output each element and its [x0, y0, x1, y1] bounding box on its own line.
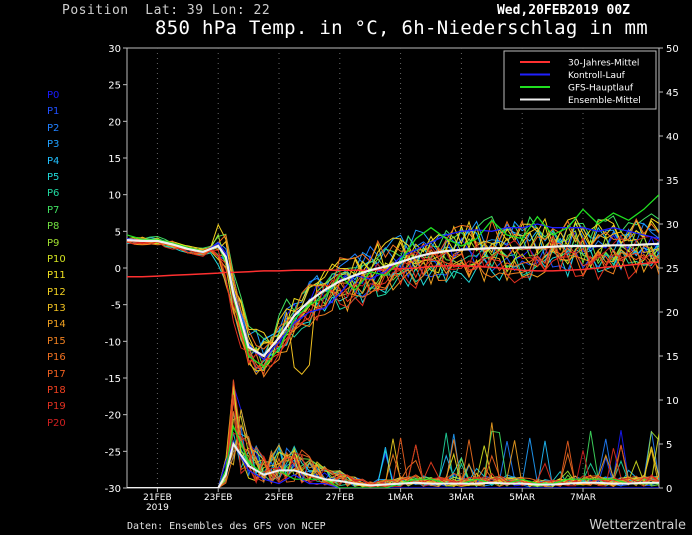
run-datetime: Wed,20FEB2019 00Z — [496, 3, 630, 18]
y-left-tick-label: -20 — [105, 411, 121, 422]
member-label-p19: P19 — [47, 401, 66, 413]
position-header: Position Lat: 39 Lon: 22 — [62, 3, 270, 18]
y-left-tick-label: 25 — [108, 81, 121, 92]
x-tick-label: 7MAR — [570, 493, 596, 503]
chart-title: 850 hPa Temp. in °C, 6h-Niederschlag in … — [155, 17, 649, 39]
climate-mean-line — [127, 261, 659, 278]
legend-entry: Ensemble-Mittel — [568, 96, 641, 106]
y-left-tick-label: -10 — [105, 337, 121, 348]
temp-line-p20 — [127, 233, 659, 364]
member-label-p6: P6 — [47, 188, 60, 200]
member-label-p9: P9 — [47, 237, 60, 249]
y-left-tick-label: -25 — [105, 447, 121, 458]
y-left-tick-label: 15 — [108, 154, 121, 165]
ensemble-mean-precip-line — [127, 441, 659, 488]
y-right-tick-label: 5 — [666, 440, 672, 451]
member-label-p18: P18 — [47, 385, 66, 397]
data-source-note: Daten: Ensembles des GFS von NCEP — [127, 521, 326, 532]
y-right-tick-label: 0 — [666, 484, 672, 495]
y-right-tick-label: 20 — [666, 308, 679, 319]
member-label-p4: P4 — [47, 155, 60, 167]
temp-line-p19 — [127, 241, 659, 370]
temp-line-p12 — [127, 216, 659, 348]
lat-label: Lat: — [145, 3, 179, 18]
x-tick-label: 25FEB — [265, 493, 294, 503]
y-right-tick-label: 30 — [666, 220, 679, 231]
y-right-tick-label: 50 — [666, 44, 679, 55]
x-tick-year-label: 2019 — [146, 503, 169, 513]
x-tick-label: 21FEB — [143, 493, 172, 503]
y-right-tick-label: 40 — [666, 132, 679, 143]
ensemble-mean-line — [127, 239, 659, 358]
member-label-p8: P8 — [47, 221, 60, 233]
y-right-tick-label: 45 — [666, 88, 679, 99]
x-tick-label: 1MAR — [388, 493, 414, 503]
temp-line-p9 — [127, 229, 659, 361]
y-right-tick-label: 35 — [666, 176, 679, 187]
member-label-p20: P20 — [47, 417, 66, 429]
member-label-p1: P1 — [47, 106, 60, 118]
member-label-p0: P0 — [47, 90, 60, 101]
legend-entry: GFS-Hauptlauf — [568, 84, 634, 94]
member-label-p14: P14 — [47, 319, 66, 331]
member-label-p2: P2 — [47, 122, 60, 134]
member-label-p5: P5 — [47, 171, 60, 183]
y-left-tick-label: 5 — [115, 227, 121, 238]
precip-line-p17 — [127, 399, 659, 488]
temp-line-p13 — [127, 224, 659, 376]
x-tick-label: 3MAR — [448, 493, 474, 503]
precip-line-p20 — [127, 432, 659, 488]
y-left-tick-label: 30 — [108, 44, 121, 55]
x-tick-label: 23FEB — [204, 493, 233, 503]
member-label-p17: P17 — [47, 368, 66, 380]
member-label-p15: P15 — [47, 335, 66, 347]
member-label-p10: P10 — [47, 253, 66, 265]
y-left-tick-label: 0 — [115, 264, 121, 275]
y-left-tick-label: 20 — [108, 117, 121, 128]
member-label-p11: P11 — [47, 270, 66, 282]
y-right-tick-label: 10 — [666, 396, 679, 407]
legend-entry: Kontroll-Lauf — [568, 71, 626, 81]
y-left-tick-label: 10 — [108, 191, 121, 202]
member-label-p12: P12 — [47, 286, 66, 298]
gfs-precip-line — [127, 424, 659, 488]
x-tick-label: 27FEB — [326, 493, 355, 503]
member-label-p7: P7 — [47, 204, 60, 216]
member-label-p16: P16 — [47, 352, 66, 364]
member-label-p3: P3 — [47, 139, 60, 151]
legend-entry: 30-Jahres-Mittel — [568, 59, 639, 69]
ensemble-member-list: P0 P1 P2 P3 P4 P5 P6 P7 P8 P9 P10 P11 P12 P13 P14 P15 P1… — [47, 88, 66, 432]
lat-value: 39 — [186, 3, 204, 18]
y-left-tick-label: -15 — [105, 374, 121, 385]
position-label: Position — [62, 3, 129, 18]
x-tick-label: 5MAR — [509, 493, 535, 503]
lon-label: Lon: — [211, 3, 246, 18]
precip-line-p12 — [127, 383, 659, 488]
y-right-tick-label: 15 — [666, 352, 679, 363]
member-label-p13: P13 — [47, 303, 66, 315]
y-left-tick-label: -30 — [105, 484, 121, 495]
y-right-tick-label: 25 — [666, 264, 679, 275]
lon-value: 22 — [253, 3, 271, 18]
brand-logo: Wetterzentrale — [589, 518, 686, 533]
y-left-tick-label: -5 — [111, 301, 121, 312]
